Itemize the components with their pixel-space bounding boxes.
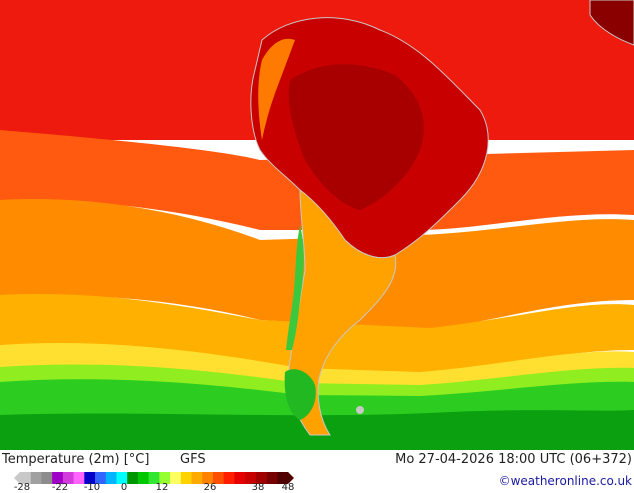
band-yellow	[0, 342, 634, 388]
colorbar-tick-label: 38	[251, 482, 265, 493]
colorbar-segment	[137, 472, 149, 484]
colorbar-segment	[170, 472, 182, 484]
colorbar-segment	[159, 472, 171, 484]
map-datetime: Mo 27-04-2026 18:00 UTC (06+372)	[395, 452, 632, 467]
colorbar-segment	[180, 472, 192, 484]
colorbar-tick-label: 26	[203, 482, 217, 493]
colorbar-segment	[266, 472, 278, 484]
falkland-islands	[356, 406, 364, 414]
colorbar	[14, 472, 294, 484]
colorbar-segment	[202, 472, 214, 484]
colorbar-segment	[234, 472, 246, 484]
land-south-cone	[288, 188, 397, 436]
land-north-coast-hot	[258, 38, 295, 140]
credit-link[interactable]: ©weatheronline.co.uk	[498, 474, 632, 488]
colorbar-tick-label: 0	[120, 482, 128, 493]
colorbar-segment	[20, 472, 32, 484]
colorbar-tick-label: -22	[51, 482, 69, 493]
land-patagonia-green	[284, 369, 316, 420]
colorbar-segment	[62, 472, 74, 484]
colorbar-segment	[148, 472, 160, 484]
colorbar-segment	[255, 472, 267, 484]
south-america	[250, 17, 489, 436]
colorbar-segment	[73, 472, 85, 484]
temperature-map	[0, 0, 634, 450]
colorbar-tick-label: -28	[13, 482, 31, 493]
colorbar-tick-label: 48	[281, 482, 295, 493]
colorbar-segment	[223, 472, 235, 484]
land-andes-cool	[286, 225, 304, 350]
colorbar-segment	[116, 472, 128, 484]
colorbar-segment	[52, 472, 64, 484]
colorbar-segment	[277, 472, 289, 484]
colorbar-segment	[191, 472, 203, 484]
colorbar-segment	[212, 472, 224, 484]
colorbar-segment	[84, 472, 96, 484]
band-lime	[0, 364, 634, 398]
colorbar-arrow-right	[288, 472, 294, 484]
colorbar-tick-label: -10	[83, 482, 101, 493]
colorbar-segment	[105, 472, 117, 484]
colorbar-segment	[127, 472, 139, 484]
map-variable-title: Temperature (2m) [°C]	[2, 452, 150, 467]
colorbar-arrow-left	[14, 472, 20, 484]
colorbar-segment	[95, 472, 107, 484]
map-model-name: GFS	[180, 452, 206, 467]
colorbar-segment	[30, 472, 42, 484]
colorbar-segment	[41, 472, 53, 484]
land-amazon-hot	[288, 64, 424, 211]
colorbar-segment	[245, 472, 257, 484]
colorbar-tick-label: 12	[155, 482, 169, 493]
